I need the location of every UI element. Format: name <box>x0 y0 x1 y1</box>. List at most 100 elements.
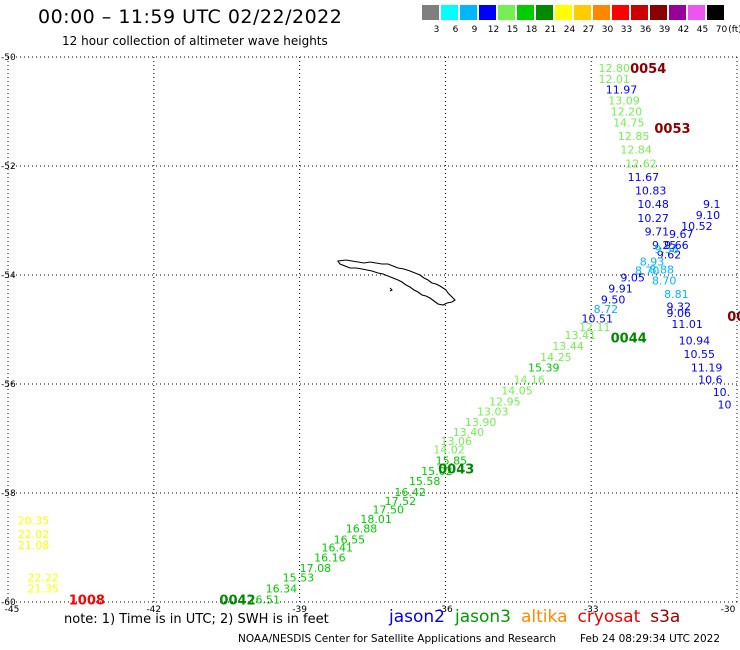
legend-swatch <box>517 5 534 20</box>
page-subtitle: 12 hour collection of altimeter wave hei… <box>62 34 328 48</box>
wave-height-label: 18.01 <box>360 513 392 526</box>
satellite-jason2: jason2 <box>389 607 445 627</box>
wave-height-label: 21.08 <box>18 539 50 552</box>
legend-label: 15 <box>506 25 519 35</box>
wave-height-label: 10.51 <box>581 313 613 326</box>
wave-height-label: 8.93 <box>640 255 665 268</box>
wave-height-label: 10.94 <box>679 334 711 347</box>
pass-time-labels: 0054 0053 00 0044 0043 0042 1008 <box>69 62 740 608</box>
wave-height-label: 10.48 <box>637 198 669 211</box>
legend-swatch <box>650 5 667 20</box>
legend-label: 27 <box>582 25 595 35</box>
legend-swatch <box>441 5 458 20</box>
wave-height-label: 11.19 <box>691 362 723 375</box>
wave-height-label: 15.53 <box>283 571 315 584</box>
wave-height-label: 9.71 <box>645 225 670 238</box>
wave-height-label: 17.08 <box>300 562 332 575</box>
wave-height-label: 13.90 <box>465 416 497 429</box>
legend-swatch <box>593 5 610 20</box>
wave-height-label: 8.81 <box>664 288 689 301</box>
lat-tick-label: -50 <box>1 53 16 63</box>
wave-height-label: 10 <box>718 399 732 412</box>
satellite-s3a: s3a <box>650 607 681 627</box>
credit-line: NOAA/NESDIS Center for Satellite Applica… <box>238 633 556 645</box>
wave-height-label: 22.02 <box>18 528 50 541</box>
wave-height-label: 20.35 <box>18 514 50 527</box>
wave-height-label: 21.35 <box>27 582 59 595</box>
wave-height-label: 10.6 <box>698 374 723 387</box>
wave-height-label: 12.85 <box>618 130 650 143</box>
wave-height-label: 9.56 <box>654 243 679 256</box>
wave-height-label: 9.91 <box>608 283 633 296</box>
wave-height-label: 13.03 <box>477 405 509 418</box>
wave-height-label: 10.27 <box>637 212 669 225</box>
legend-label: 30 <box>601 25 614 35</box>
wave-height-label: 15.58 <box>409 475 441 488</box>
legend-swatch <box>688 5 705 20</box>
wave-height-label: 16.42 <box>394 486 426 499</box>
lon-tick-label: -36 <box>438 605 453 615</box>
wave-height-label: 12.62 <box>625 157 657 170</box>
lon-tick-label: -42 <box>146 605 161 615</box>
lon-tick-label: -45 <box>5 605 20 615</box>
wave-height-label: 13.41 <box>564 329 596 342</box>
wave-height-label: 15.85 <box>436 454 468 467</box>
legend-label: 6 <box>452 25 459 35</box>
wave-height-label: 8.72 <box>594 303 619 316</box>
wave-height-label: 16.51 <box>249 593 281 606</box>
wave-height-label: 8.70 <box>635 265 660 278</box>
legend-unit: (ft) <box>728 25 740 35</box>
lat-tick-label: -52 <box>1 162 16 172</box>
wave-height-label: 13.44 <box>552 340 584 353</box>
pass-time-label: 0053 <box>654 122 690 137</box>
legend-label: 39 <box>658 25 671 35</box>
legend-label: 45 <box>696 25 709 35</box>
wave-height-label: 10.55 <box>684 348 716 361</box>
lat-tick-label: -54 <box>1 271 16 281</box>
wave-height-label: 14.25 <box>540 351 572 364</box>
legend-swatch <box>669 5 686 20</box>
legend-swatch <box>612 5 629 20</box>
legend-swatch <box>460 5 477 20</box>
wave-height-label: 12.84 <box>620 144 652 157</box>
wave-height-label: 11.67 <box>628 171 660 184</box>
wave-height-label: 8.88 <box>650 264 675 277</box>
lon-tick-label: -33 <box>584 605 599 615</box>
legend-label: 3 <box>433 25 440 35</box>
wave-height-label: 9.05 <box>620 272 645 285</box>
legend-label: 42 <box>677 25 690 35</box>
wave-height-label: 10.52 <box>681 220 713 233</box>
legend-label: 70 <box>715 25 728 35</box>
legend-swatch <box>422 5 439 20</box>
wave-height-label: 11.97 <box>606 84 638 97</box>
wave-height-label: 9.06 <box>667 307 692 320</box>
satellite-altika: altika <box>521 607 568 627</box>
page-title: 00:00 – 11:59 UTC 02/22/2022 <box>38 6 343 28</box>
generation-timestamp: Feb 24 08:29:34 UTC 2022 <box>580 633 720 645</box>
wave-height-label: 16.55 <box>334 533 366 546</box>
wave-height-label: 10.83 <box>635 185 667 198</box>
wave-height-label: 14.75 <box>613 116 645 129</box>
wave-height-label: 9.25 <box>652 239 677 252</box>
wave-height-label: 12.80 <box>598 62 630 75</box>
satellite-cryosat: cryosat <box>577 607 641 627</box>
pass-time-label: 0043 <box>438 462 474 477</box>
legend-swatch <box>498 5 515 20</box>
lat-tick-label: -56 <box>1 380 16 390</box>
pass-time-label: 0054 <box>630 62 666 77</box>
legend-swatch <box>555 5 572 20</box>
map-grid <box>7 56 738 603</box>
wave-height-label: 9.66 <box>664 239 689 252</box>
legend-swatch <box>479 5 496 20</box>
south-georgia-island-outline <box>337 259 456 306</box>
wave-height-label: 9.32 <box>667 301 692 314</box>
lat-tick-label: -60 <box>1 598 16 608</box>
pass-time-label: 0044 <box>611 332 647 347</box>
wave-height-label: 13.06 <box>441 435 473 448</box>
wave-height-label: 15.39 <box>528 362 560 375</box>
wave-height-label: 16.16 <box>314 551 346 564</box>
map-axis-labels: -45 -42 -39 -36 -33 -30 -50 -52 -54 -56 -58 -60 <box>1 53 736 615</box>
wave-height-label: 17.52 <box>385 495 417 508</box>
lat-tick-label: -58 <box>1 489 16 499</box>
